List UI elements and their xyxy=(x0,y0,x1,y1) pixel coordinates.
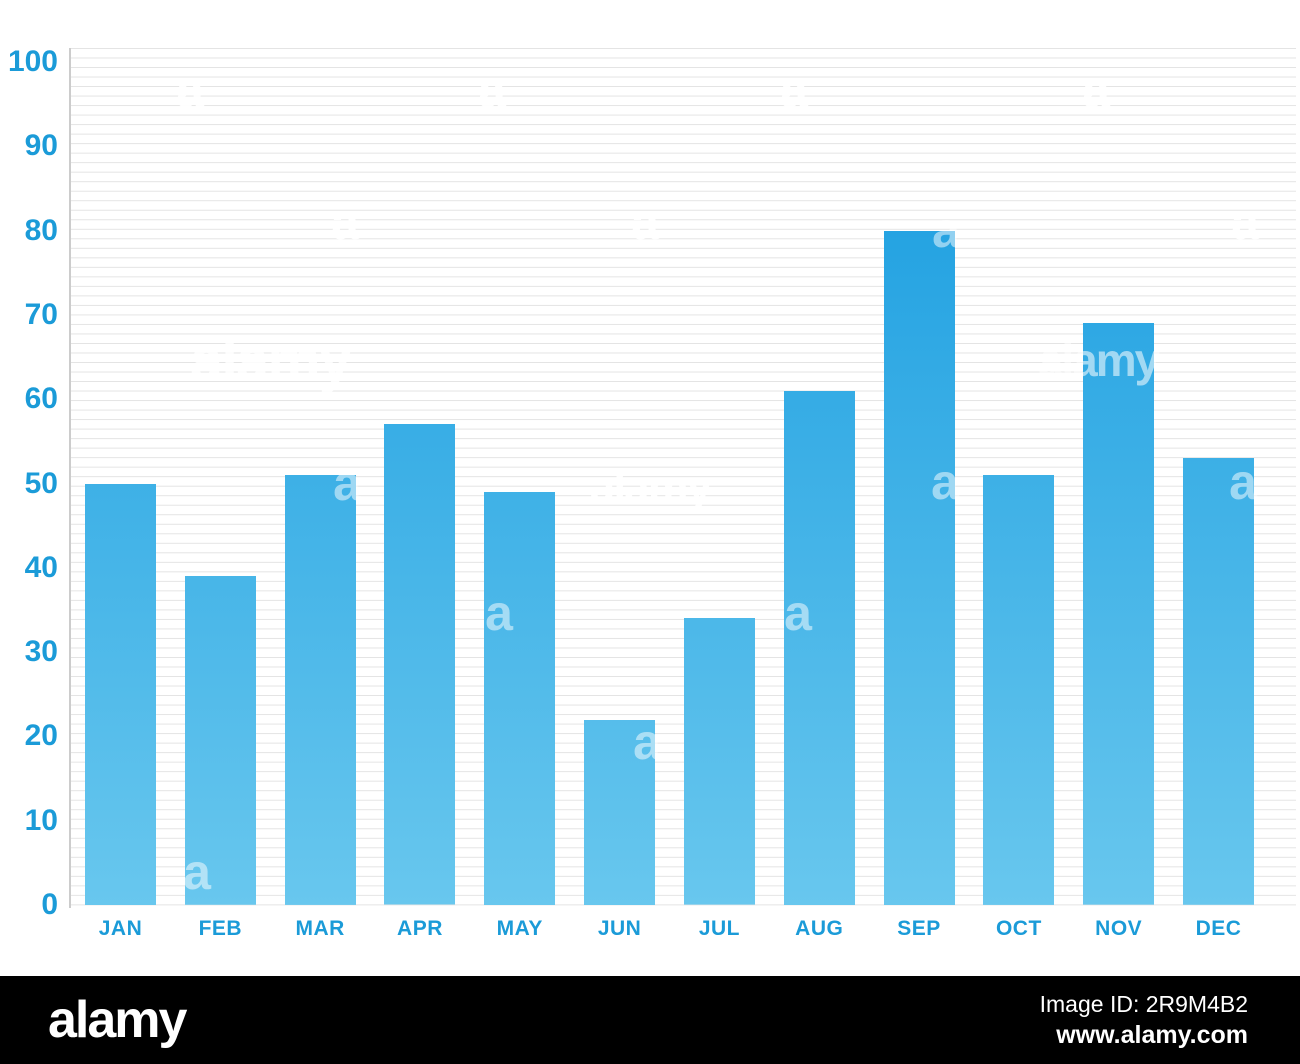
y-axis-label-60: 60 xyxy=(24,382,58,416)
y-axis-label-40: 40 xyxy=(24,550,58,584)
bar-feb xyxy=(184,576,256,905)
y-axis-label-10: 10 xyxy=(24,803,58,837)
bar-apr xyxy=(384,424,456,905)
y-axis-label-50: 50 xyxy=(24,466,58,500)
bar-mar xyxy=(284,475,356,905)
y-axis-label-90: 90 xyxy=(24,129,58,163)
x-axis-label-nov: NOV xyxy=(1095,917,1143,940)
x-axis-label-apr: APR xyxy=(397,917,443,940)
x-axis-label-jan: JAN xyxy=(98,917,143,940)
x-axis-label-jun: JUN xyxy=(597,917,642,940)
y-axis-label-100: 100 xyxy=(7,45,58,78)
bar-jun xyxy=(584,719,656,905)
x-axis-label-oct: OCT xyxy=(995,917,1042,940)
footer-credit-bar: alamy Image ID: 2R9M4B2 www.alamy.com xyxy=(0,976,1300,1064)
bar-may xyxy=(484,491,556,905)
bar-aug xyxy=(783,390,855,905)
x-axis-label-may: MAY xyxy=(496,917,543,940)
y-axis-label-80: 80 xyxy=(24,213,58,247)
y-axis-label-70: 70 xyxy=(24,297,58,331)
bar-oct xyxy=(983,475,1055,905)
alamy-logo: alamy xyxy=(48,991,187,1049)
chart-area: JAN FEB MAR APR MAY JUN JUL AUG SEP OCT NOV DEC 0 10 2… xyxy=(7,45,1296,940)
bar-dec xyxy=(1183,458,1255,905)
image-id-text: Image ID: 2R9M4B2 xyxy=(1039,991,1248,1017)
y-axis-label-0: 0 xyxy=(41,888,58,921)
x-axis-label-sep: SEP xyxy=(897,917,941,940)
bar-jul xyxy=(683,618,755,905)
x-axis-label-mar: MAR xyxy=(295,917,345,940)
x-axis-label-feb: FEB xyxy=(198,917,243,940)
website-url-text: www.alamy.com xyxy=(1056,1021,1248,1049)
bar-jan xyxy=(85,483,156,905)
x-axis-label-dec: DEC xyxy=(1195,917,1242,940)
bar-sep xyxy=(883,230,955,905)
y-axis-label-30: 30 xyxy=(24,635,58,669)
x-axis-label-aug: AUG xyxy=(795,917,844,940)
footer-credit-text: Image ID: 2R9M4B2 www.alamy.com xyxy=(1040,989,1248,1051)
y-axis-label-20: 20 xyxy=(24,719,58,753)
x-axis-label-jul: JUL xyxy=(698,917,740,940)
bar-nov xyxy=(1083,323,1155,905)
